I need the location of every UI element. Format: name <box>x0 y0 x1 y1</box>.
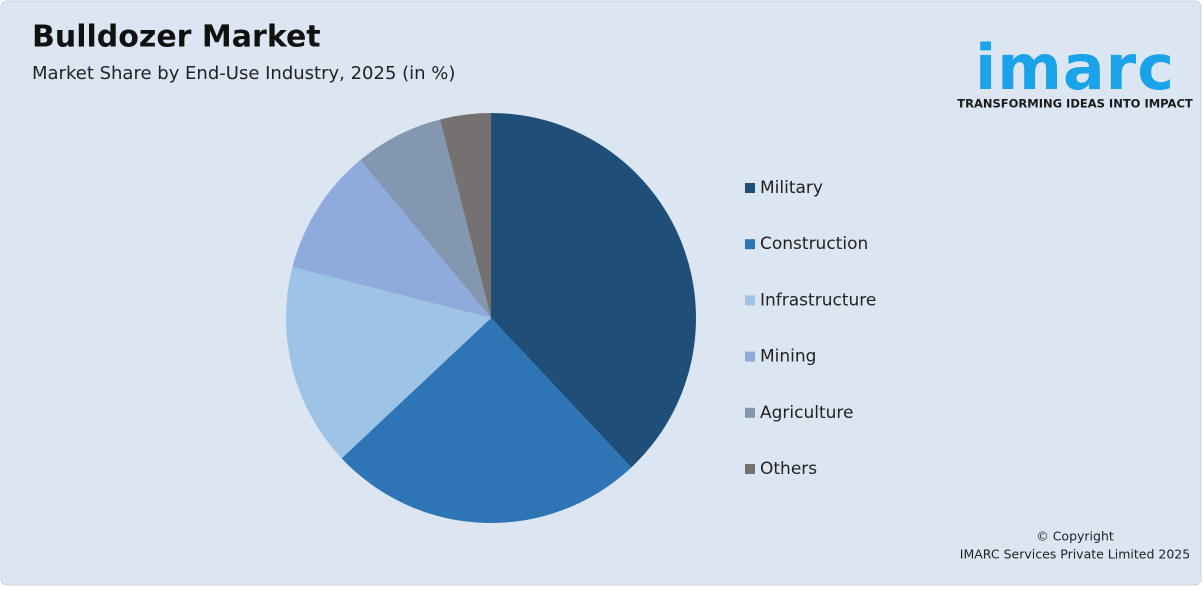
pie-slice <box>440 113 491 318</box>
pie-slice <box>292 160 491 318</box>
pie-slice <box>360 119 491 318</box>
pie-slice <box>341 318 632 523</box>
copyright: © Copyright <box>1036 529 1114 544</box>
legend-swatch <box>745 464 755 474</box>
legend-label: Construction <box>760 234 868 254</box>
legend-swatch <box>745 295 755 306</box>
legend-label: Agriculture <box>760 403 854 423</box>
chart-title: Bulldozer Market <box>32 20 321 55</box>
chart-subtitle: Market Share by End-Use Industry, 2025 (… <box>32 63 455 84</box>
pie-slice <box>286 267 491 459</box>
legend-label: Mining <box>760 347 816 367</box>
legend-label: Infrastructure <box>760 290 876 310</box>
legend-swatch <box>745 407 755 418</box>
legend-label: Others <box>760 459 817 479</box>
logo: imarc <box>975 31 1175 104</box>
legend-swatch <box>745 239 755 250</box>
copyright: IMARC Services Private Limited 2025 <box>960 547 1190 562</box>
pie-slice <box>491 113 696 468</box>
legend-swatch <box>745 351 755 362</box>
legend-swatch <box>745 183 755 193</box>
legend-label: Military <box>760 178 823 198</box>
logo-tagline: TRANSFORMING IDEAS INTO IMPACT <box>957 97 1193 111</box>
